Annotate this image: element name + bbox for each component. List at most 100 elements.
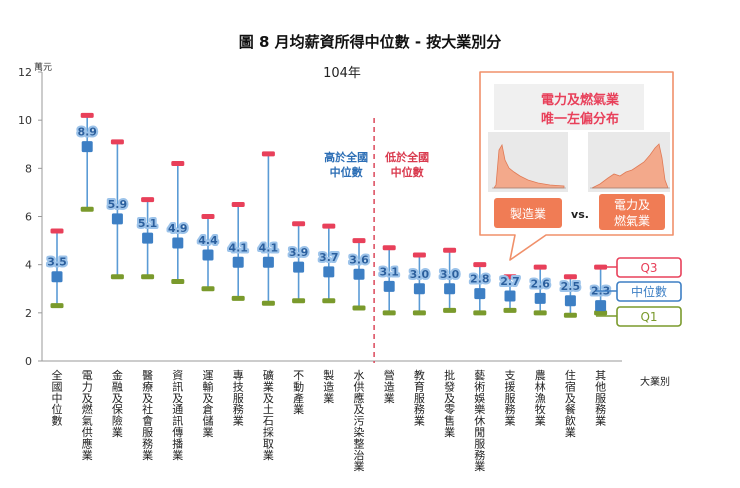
x-category-label: 運輸及倉儲業: [203, 369, 214, 439]
callout-button-right: [599, 194, 665, 230]
median-data-label: 2.6: [530, 277, 550, 290]
q1-marker: [412, 310, 426, 316]
q3-marker: [201, 214, 215, 219]
q1-marker: [80, 206, 94, 212]
median-marker: [534, 292, 546, 304]
q3-marker: [563, 274, 577, 280]
x-category-label: 醫療及社會服務業: [142, 369, 153, 462]
median-marker: [595, 300, 607, 312]
q3-marker: [352, 238, 366, 244]
q3-marker: [50, 228, 64, 234]
median-marker: [81, 141, 93, 153]
callout-title-line2: 唯一左偏分布: [541, 111, 619, 127]
callout-button-right-line2: 燃氣業: [614, 213, 650, 228]
median-marker: [353, 268, 365, 280]
median-data-label: 2.5: [561, 280, 581, 293]
x-category-label: 農林漁牧業: [535, 368, 546, 428]
median-marker: [262, 256, 274, 268]
median-data-label-halo: 5.1: [138, 217, 158, 230]
median-data-label-halo: 4.9: [168, 222, 188, 235]
median-marker: [564, 295, 576, 307]
x-axis-label: 大業別: [640, 375, 670, 388]
median-data-label: 3.1: [379, 265, 399, 278]
q3-marker: [322, 223, 336, 229]
x-category-label: 資訊及通訊傳播業: [172, 369, 183, 462]
median-data-label-halo: 3.1: [379, 265, 399, 278]
q1-marker: [533, 310, 547, 316]
median-marker: [232, 256, 244, 268]
q3-marker: [80, 112, 94, 118]
x-category-label: 專技服務業: [233, 369, 244, 428]
median-data-label-halo: 2.5: [561, 280, 581, 293]
median-data-label-halo: 3.6: [349, 253, 369, 266]
callout-title-bg: [494, 84, 644, 130]
q1-marker: [473, 310, 487, 316]
q1-marker: [110, 274, 124, 280]
x-category-label: 批發及零售業: [444, 368, 455, 439]
median-data-label-halo: 2.8: [470, 273, 490, 286]
q3-marker: [171, 161, 185, 167]
callout-title-line1: 電力及燃氣業: [541, 92, 620, 108]
median-data-label: 4.9: [168, 222, 188, 235]
median-data-label: 3.6: [349, 253, 369, 266]
q3-marker: [443, 247, 457, 253]
median-marker: [323, 266, 335, 278]
q1-marker: [261, 300, 275, 306]
q1-marker: [141, 274, 155, 280]
median-marker: [383, 280, 395, 292]
callout-button-right-line1: 電力及: [614, 198, 650, 212]
q3-marker: [412, 252, 426, 258]
y-axis-unit: 萬元: [34, 61, 52, 73]
q1-marker: [503, 307, 517, 313]
median-data-label-halo: 2.7: [500, 275, 520, 288]
median-marker: [142, 232, 154, 244]
x-category-label: 支援服務業: [505, 369, 516, 428]
median-marker: [413, 283, 425, 295]
median-data-label: 3.9: [289, 246, 309, 259]
q1-marker: [201, 286, 215, 292]
q3-marker: [141, 197, 155, 203]
q3-marker: [503, 274, 517, 280]
legend-label-q3: Q3: [640, 261, 657, 275]
y-tick-label: 4: [25, 259, 32, 272]
chart-title: 圖 8 月均薪資所得中位數 - 按大業別分: [239, 33, 502, 51]
median-data-label-halo: 3.7: [319, 251, 339, 264]
median-data-label-halo: 3.0: [440, 268, 460, 281]
median-data-label: 4.1: [228, 241, 248, 254]
annotation-low-line1: 低於全國: [384, 150, 429, 164]
q1-marker: [382, 310, 396, 316]
q1-marker: [352, 305, 366, 311]
x-category-label: 教育服務業: [414, 369, 425, 428]
x-category-label: 營造業: [384, 369, 395, 405]
q1-marker: [231, 295, 245, 301]
median-data-label-halo: 2.6: [530, 277, 550, 290]
median-data-label-halo: 3.0: [410, 268, 430, 281]
median-data-label: 8.9: [77, 126, 97, 139]
y-tick-label: 0: [25, 355, 32, 368]
q3-marker: [261, 151, 275, 157]
chart-subtitle: 104年: [323, 66, 361, 81]
median-data-label: 3.5: [47, 256, 67, 269]
median-marker: [202, 249, 214, 261]
q3-marker: [473, 262, 487, 268]
x-category-label: 電力及燃氣供應業: [82, 369, 93, 462]
annotation-high-line2: 中位數: [330, 165, 363, 179]
x-category-label: 藝術娛樂休閒服務業: [474, 369, 485, 473]
x-category-label: 水供應及污染整治業: [354, 369, 365, 473]
x-category-label: 全國中位數: [52, 368, 63, 428]
median-data-label-halo: 5.9: [108, 198, 128, 211]
median-data-label: 3.0: [440, 268, 460, 281]
x-category-label: 其他服務業: [595, 369, 606, 428]
q1-marker: [443, 307, 457, 313]
median-data-label-halo: 4.1: [228, 241, 248, 254]
q3-marker: [231, 201, 245, 207]
median-data-label: 3.7: [319, 251, 339, 264]
legend-label-median: 中位數: [631, 284, 667, 299]
median-data-label-halo: 3.9: [289, 246, 309, 259]
q3-marker: [533, 264, 547, 270]
median-data-label: 5.1: [138, 217, 158, 230]
q3-marker: [292, 221, 306, 227]
x-category-label: 住宿及餐飲業: [565, 368, 576, 439]
annotation-low-line2: 中位數: [391, 165, 424, 179]
